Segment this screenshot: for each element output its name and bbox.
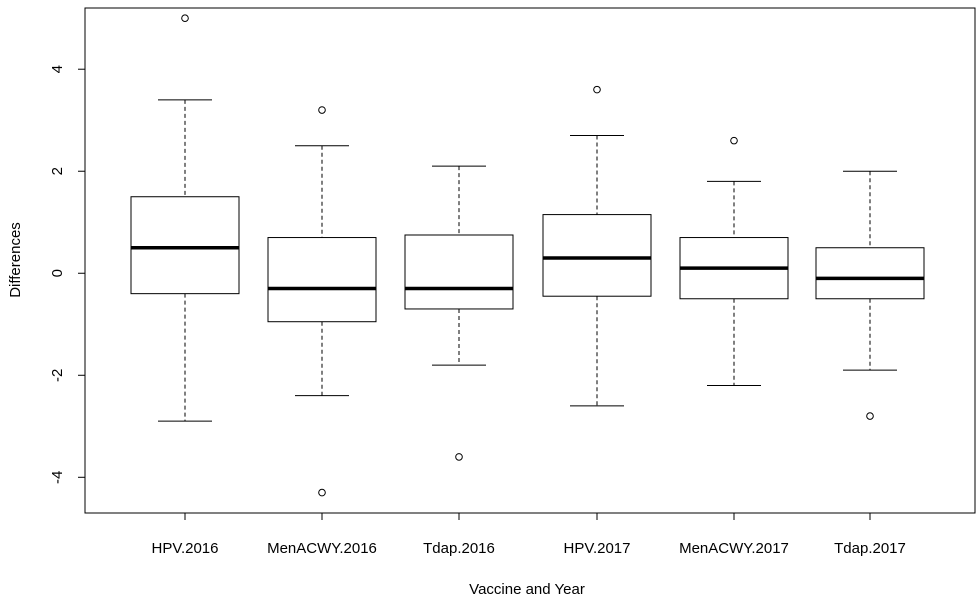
plot-frame: [84, 7, 976, 514]
y-tick-label: -2: [49, 369, 66, 382]
box-group: [679, 136, 789, 386]
x-tick-label: HPV.2017: [563, 540, 630, 557]
y-tick-label: 4: [49, 65, 66, 73]
x-tick-label: MenACWY.2016: [267, 540, 377, 557]
iqr-box: [130, 196, 240, 295]
box-group: [815, 170, 925, 420]
y-tick-label: 2: [49, 167, 66, 175]
outlier-point: [866, 412, 874, 420]
box-group: [130, 14, 240, 422]
y-tick-label: 0: [49, 269, 66, 277]
box-group: [404, 165, 514, 461]
x-tick-label: Tdap.2017: [834, 540, 906, 557]
x-axis: HPV.2016 MenACWY.2016 Tdap.2016 HPV.2017 Men…: [151, 513, 906, 557]
outlier-point: [181, 14, 189, 23]
x-axis-label: Vaccine and Year: [469, 581, 585, 598]
box-group: [542, 85, 652, 407]
boxes: [130, 14, 925, 497]
outlier-point: [455, 453, 463, 461]
iqr-box: [542, 214, 652, 297]
iqr-box: [404, 234, 514, 310]
iqr-box: [815, 247, 925, 300]
y-axis-label: Differences: [7, 222, 24, 298]
x-tick-label: HPV.2016: [151, 540, 218, 557]
iqr-box: [267, 237, 377, 323]
outlier-point: [593, 85, 601, 94]
box-group: [267, 106, 377, 497]
y-tick-label: -4: [49, 471, 66, 484]
y-axis: -4 -2 0 2 4: [49, 65, 85, 484]
outlier-point: [730, 136, 738, 145]
x-tick-label: Tdap.2016: [423, 540, 495, 557]
x-tick-label: MenACWY.2017: [679, 540, 789, 557]
outlier-point: [318, 106, 326, 114]
outlier-point: [318, 488, 326, 497]
